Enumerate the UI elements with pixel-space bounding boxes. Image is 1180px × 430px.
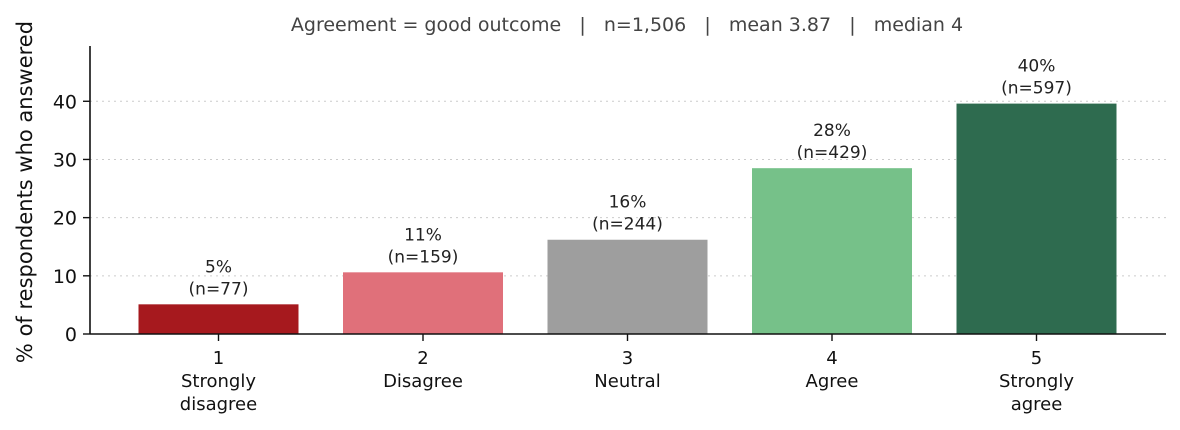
chart-subtitle: Agreement = good outcome | n=1,506 | mea…: [291, 14, 963, 36]
data-label-n-2: (n=159): [388, 247, 459, 267]
x-tick-label-2-line-1: Disagree: [383, 371, 463, 392]
x-tick-code-1: 1: [213, 348, 224, 369]
data-label-pct-5: 40%: [1018, 57, 1056, 77]
bar-1: [138, 304, 299, 334]
data-label-pct-2: 11%: [404, 225, 442, 245]
x-tick-label-1-line-1: Strongly: [181, 371, 256, 392]
y-tick-label-10: 10: [53, 266, 77, 288]
bar-4: [752, 168, 912, 334]
data-label-n-5: (n=597): [1001, 79, 1072, 99]
axes: 0102030401Stronglydisagree2Disagree3Neut…: [53, 46, 1166, 415]
data-labels: 5%(n=77) 11%(n=159) 16%(n=244) 28%(n=429) 40…: [189, 57, 1072, 300]
x-tick-label-3-line-1: Neutral: [594, 371, 660, 392]
x-tick-label-5-line-1: Strongly: [999, 371, 1074, 392]
x-tick-label-4-line-1: Agree: [806, 371, 859, 392]
bars: [138, 103, 1117, 334]
y-tick-label-30: 30: [53, 149, 77, 171]
data-label-pct-1: 5%: [205, 257, 232, 277]
x-tick-label-5-line-2: agree: [1011, 394, 1063, 415]
bar-2: [343, 272, 503, 334]
x-tick-code-4: 4: [826, 348, 837, 369]
data-label-n-4: (n=429): [797, 143, 868, 163]
bar-3: [547, 239, 708, 334]
y-tick-label-40: 40: [53, 91, 77, 113]
x-tick-code-5: 5: [1031, 348, 1042, 369]
data-label-pct-4: 28%: [813, 121, 851, 141]
data-label-n-1: (n=77): [189, 279, 249, 299]
data-label-n-3: (n=244): [592, 215, 663, 235]
data-label-pct-3: 16%: [609, 193, 647, 213]
y-axis-label: % of respondents who answered: [13, 21, 37, 363]
x-tick-code-3: 3: [622, 348, 633, 369]
bar-5: [956, 103, 1117, 334]
x-tick-code-2: 2: [417, 348, 428, 369]
x-tick-label-1-line-2: disagree: [180, 394, 257, 415]
y-tick-label-20: 20: [53, 208, 77, 230]
y-tick-label-0: 0: [65, 324, 77, 346]
